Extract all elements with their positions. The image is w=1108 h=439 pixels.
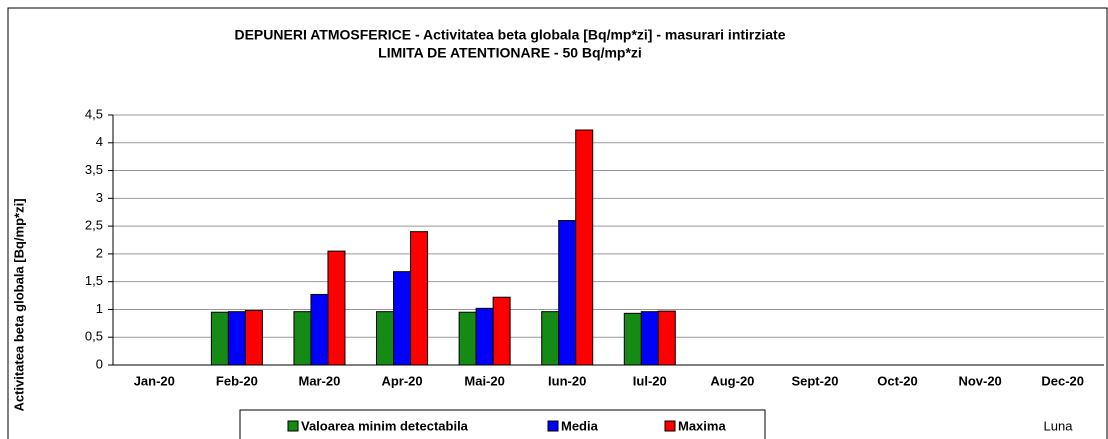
bar bbox=[310, 293, 329, 366]
y-tick-label: 1 bbox=[96, 301, 103, 316]
x-axis-label: Luna bbox=[1044, 418, 1074, 433]
chart-frame bbox=[7, 7, 1108, 439]
y-tick-label: 0 bbox=[96, 356, 103, 371]
y-tick-label: 2 bbox=[96, 245, 103, 260]
bar bbox=[623, 312, 642, 366]
bar bbox=[640, 311, 659, 366]
bar bbox=[475, 307, 494, 366]
y-tick-label: 1,5 bbox=[85, 273, 103, 288]
legend-label: Maxima bbox=[678, 418, 726, 433]
bar bbox=[327, 250, 346, 366]
x-tick-label: Dec-20 bbox=[1041, 373, 1084, 388]
bar bbox=[458, 311, 477, 366]
x-tick-label: Nov-20 bbox=[958, 373, 1001, 388]
y-axis-label: Activitatea beta globala [Bq/mp*zi] bbox=[11, 198, 26, 411]
x-tick-label: Mar-20 bbox=[298, 373, 340, 388]
y-tick-label: 0,5 bbox=[85, 329, 103, 344]
x-tick-label: Jan-20 bbox=[134, 373, 175, 388]
bar bbox=[492, 296, 511, 366]
y-tick-label: 3,5 bbox=[85, 162, 103, 177]
x-tick-label: Iul-20 bbox=[633, 373, 667, 388]
bar bbox=[393, 271, 412, 366]
bar bbox=[376, 311, 395, 366]
bar bbox=[558, 220, 577, 366]
legend-swatch bbox=[664, 420, 676, 432]
x-tick-label: Apr-20 bbox=[381, 373, 422, 388]
legend-swatch bbox=[287, 420, 299, 432]
x-tick-label: Aug-20 bbox=[710, 373, 754, 388]
bar bbox=[210, 311, 229, 366]
x-tick-label: Sept-20 bbox=[791, 373, 838, 388]
legend-swatch bbox=[547, 420, 559, 432]
bar bbox=[293, 311, 312, 366]
bar bbox=[575, 129, 594, 366]
x-tick-label: Mai-20 bbox=[464, 373, 504, 388]
bar bbox=[541, 311, 560, 366]
chart-title: DEPUNERI ATMOSFERICE - Activitatea beta … bbox=[234, 27, 785, 43]
legend-label: Media bbox=[561, 418, 599, 433]
legend bbox=[239, 409, 766, 439]
x-tick-label: Iun-20 bbox=[548, 373, 586, 388]
bar bbox=[657, 310, 676, 366]
bar bbox=[410, 231, 429, 366]
y-tick-label: 4,5 bbox=[85, 106, 103, 121]
bar bbox=[244, 310, 263, 366]
legend-label: Valoarea minim detectabila bbox=[301, 418, 469, 433]
chart-subtitle: LIMITA DE ATENTIONARE - 50 Bq/mp*zi bbox=[378, 45, 642, 61]
y-tick-label: 3 bbox=[96, 190, 103, 205]
y-tick-label: 4 bbox=[96, 134, 103, 149]
x-tick-label: Oct-20 bbox=[877, 373, 917, 388]
y-tick-label: 2,5 bbox=[85, 218, 103, 233]
bar bbox=[227, 311, 246, 366]
x-tick-label: Feb-20 bbox=[216, 373, 258, 388]
